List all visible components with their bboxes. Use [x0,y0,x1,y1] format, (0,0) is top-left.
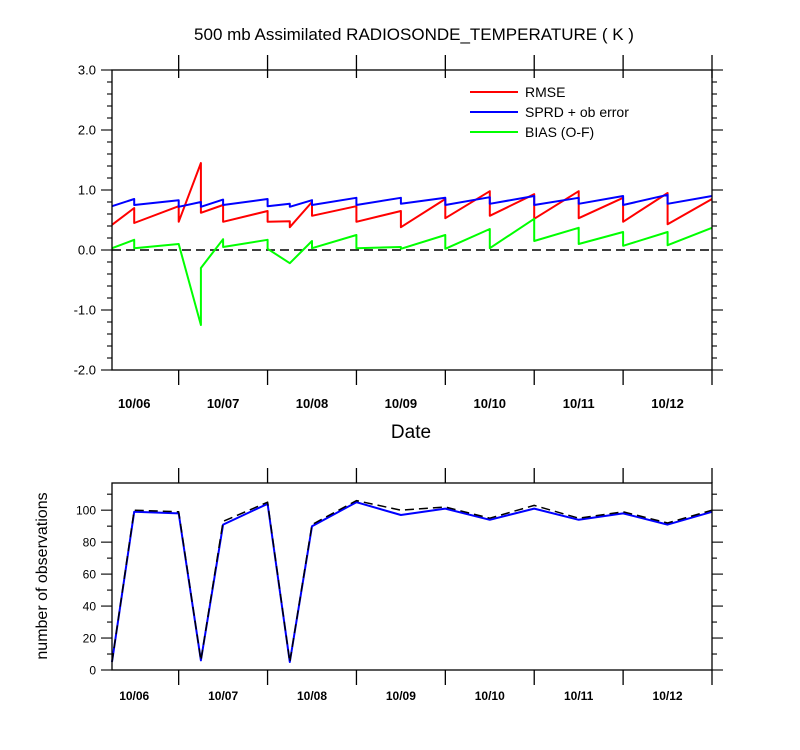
legend-label-0: RMSE [525,84,565,100]
y-tick-label: 2.0 [78,123,96,138]
x-tick-label: 10/11 [564,689,594,703]
x-tick-label: 10/12 [653,689,683,703]
x-tick-label: 10/11 [563,396,595,411]
y-tick-label: 60 [83,567,97,581]
y-tick-label: 100 [76,503,96,517]
y-tick-label: 0.0 [78,243,96,258]
series-line-top-1 [111,193,713,208]
y-tick-label: 1.0 [78,183,96,198]
x-tick-label: 10/12 [651,396,684,411]
legend-label-2: BIAS (O-F) [525,124,594,140]
top-plot: -2.0 -1.0 0.0 1.0 2.0 3.0 10/06 10/07 10/08 10/09… [74,55,723,411]
y-tick-label: 40 [83,599,97,613]
y-tick-label: -1.0 [74,303,96,318]
x-tick-label: 10/07 [208,689,238,703]
x-axis-label: Date [391,422,431,443]
legend-label-1: SPRD + ob error [525,104,629,120]
y-tick-label: 0 [89,663,96,677]
chart-title: 500 mb Assimilated RADIOSONDE_TEMPERATUR… [194,25,634,44]
x-tick-label: 10/09 [386,689,416,703]
y-axis-label-observations: number of observations [34,492,51,659]
y-tick-label: 20 [83,631,97,645]
plot-frame [111,482,713,671]
bottom-plot: 0 20 40 60 80 100 10/06 10/07 10/08 10/09 10/10 10/… [76,468,723,703]
plot-frame [111,69,713,371]
series-line-bottom-0 [111,501,713,663]
series-line-top-0 [111,162,713,229]
series-line-bottom-1 [111,499,713,663]
series-line-top-2 [111,217,713,326]
x-tick-label: 10/06 [118,396,151,411]
y-tick-label: 3.0 [78,63,96,78]
x-tick-label: 10/08 [296,396,329,411]
x-tick-label: 10/06 [119,689,149,703]
x-tick-label: 10/09 [385,396,418,411]
y-tick-label: 80 [83,535,97,549]
x-tick-label: 10/10 [474,396,507,411]
x-tick-label: 10/07 [207,396,240,411]
x-tick-label: 10/08 [297,689,327,703]
x-tick-label: 10/10 [475,689,505,703]
y-tick-label: -2.0 [74,363,96,378]
